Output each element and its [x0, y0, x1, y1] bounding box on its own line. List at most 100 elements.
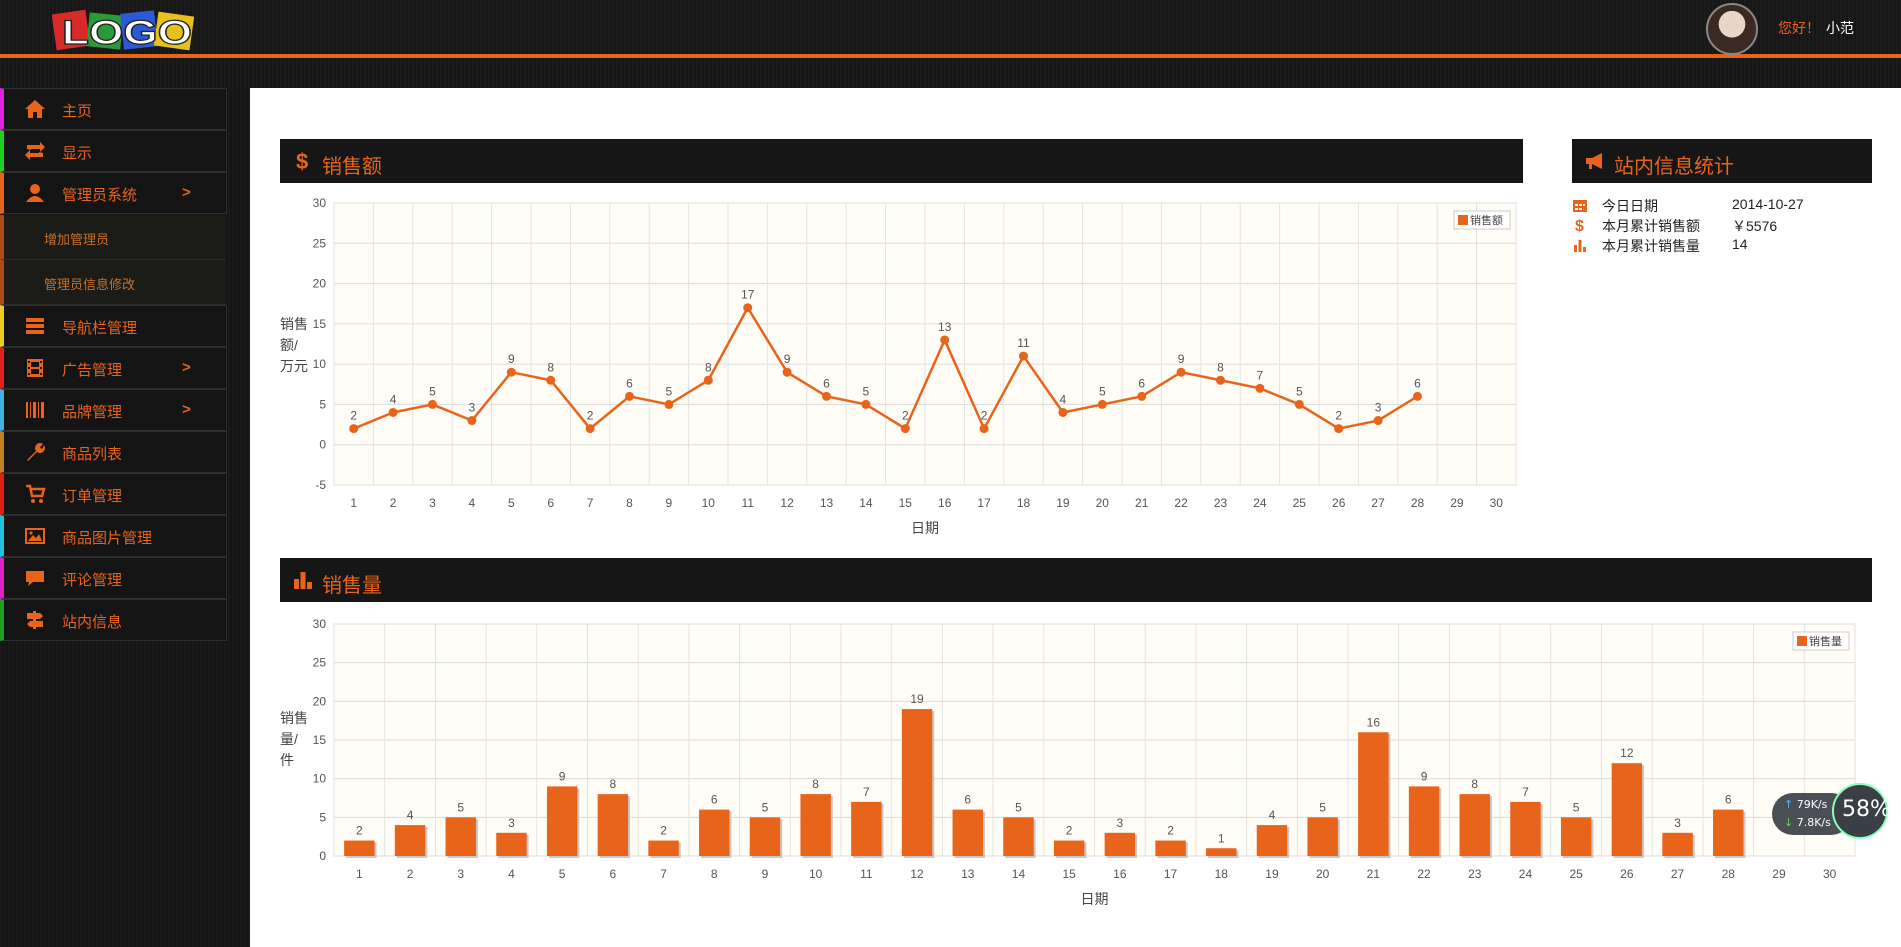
info-label: 今日日期 — [1602, 198, 1658, 214]
sidebar-item-label: 显示 — [62, 145, 93, 162]
data-label: 1 — [1218, 831, 1225, 845]
data-label: 5 — [1296, 384, 1303, 398]
sidebar-subitem-add-admin[interactable]: 增加管理员 — [0, 215, 226, 260]
data-point — [1097, 399, 1107, 409]
top-bar: LOGO 您好！ 小范 — [0, 0, 1901, 58]
bar — [1408, 786, 1440, 856]
usage-percent: 58% — [1842, 797, 1891, 822]
y-tick-label: 15 — [313, 733, 327, 747]
sidebar-item-nav-management[interactable]: 导航栏管理 — [0, 305, 227, 347]
bar — [597, 794, 629, 856]
bar-chart-icon — [294, 572, 312, 589]
sidebar-item-brands[interactable]: 品牌管理 > — [0, 389, 227, 431]
data-label: 5 — [863, 384, 870, 398]
data-label: 4 — [390, 392, 397, 406]
sales-panel-title: 销售额 — [322, 156, 382, 178]
data-point — [1373, 416, 1383, 426]
x-tick-label: 9 — [762, 867, 769, 881]
sidebar-subitem-edit-admin[interactable]: 管理员信息修改 — [0, 260, 226, 305]
x-tick-label: 11 — [860, 867, 873, 881]
bar — [344, 840, 375, 856]
sidebar-item-product-images[interactable]: 商品图片管理 — [0, 515, 227, 557]
sidebar-item-site-info[interactable]: 站内信息 — [0, 599, 227, 641]
data-label: 5 — [1099, 384, 1106, 398]
avatar[interactable] — [1706, 3, 1758, 55]
data-point — [349, 424, 359, 434]
sidebar-item-display[interactable]: 显示 — [0, 130, 227, 172]
sidebar-item-ads[interactable]: 广告管理 > — [0, 347, 227, 389]
sidebar-subitem-label: 增加管理员 — [44, 232, 110, 247]
bar-chart-icon — [1574, 240, 1586, 252]
info-value: 2014-10-27 — [1732, 196, 1804, 212]
x-tick-label: 4 — [469, 496, 476, 510]
data-label: 9 — [1421, 769, 1428, 783]
info-label: 本月累计销售额 — [1602, 218, 1700, 234]
y-tick-label: 0 — [319, 438, 326, 452]
data-label: 5 — [429, 384, 436, 398]
y-axis-label: 销售 — [280, 316, 308, 332]
x-tick-label: 5 — [559, 867, 566, 881]
x-tick-label: 14 — [1012, 867, 1026, 881]
sidebar-item-label: 导航栏管理 — [62, 320, 138, 337]
data-point — [388, 407, 398, 417]
y-axis-label: 额/ — [280, 337, 298, 353]
data-label: 6 — [711, 793, 718, 807]
x-tick-label: 17 — [1164, 867, 1178, 881]
data-label: 3 — [1674, 816, 1681, 830]
dollar-icon: $ — [1575, 218, 1584, 233]
x-tick-label: 6 — [547, 496, 554, 510]
data-label: 9 — [1178, 352, 1185, 366]
series-line — [353, 305, 1419, 432]
data-label: 6 — [1725, 793, 1732, 807]
sales-panel-header: $ 销售额 — [280, 139, 1523, 183]
data-point — [1137, 391, 1147, 401]
sidebar-item-admin-system[interactable]: 管理员系统 > — [0, 172, 227, 214]
data-label: 13 — [938, 320, 952, 334]
network-speed-widget[interactable]: ↑ 79K/s ↓ 7.8K/s 58% — [1772, 783, 1892, 839]
sidebar-item-products[interactable]: 商品列表 — [0, 431, 227, 473]
x-tick-label: 7 — [587, 496, 594, 510]
x-tick-label: 27 — [1371, 496, 1385, 510]
expand-arrow: > — [182, 184, 191, 201]
x-tick-label: 1 — [356, 867, 363, 881]
data-label: 8 — [610, 777, 617, 791]
bar — [952, 809, 983, 856]
sidebar-item-orders[interactable]: 订单管理 — [0, 473, 227, 515]
bar — [1713, 809, 1744, 856]
data-point — [940, 335, 950, 345]
repeat-icon — [25, 142, 45, 160]
y-axis-label: 销售 — [280, 710, 308, 726]
bar — [1358, 732, 1389, 856]
x-tick-label: 26 — [1332, 496, 1346, 510]
info-panel-header: 站内信息统计 — [1572, 139, 1872, 183]
data-label: 4 — [407, 808, 414, 822]
data-label: 8 — [812, 777, 819, 791]
sidebar-item-comments[interactable]: 评论管理 — [0, 557, 227, 599]
data-point — [822, 391, 831, 401]
x-tick-label: 29 — [1772, 867, 1786, 881]
x-tick-label: 3 — [457, 867, 464, 881]
sidebar-item-home[interactable]: 主页 — [0, 88, 227, 130]
data-point — [900, 424, 910, 434]
dollar-icon: $ — [296, 150, 308, 172]
data-label: 3 — [508, 816, 515, 830]
logo[interactable]: LOGO — [51, 6, 202, 53]
username[interactable]: 小范 — [1826, 20, 1854, 36]
data-point — [625, 391, 634, 401]
download-speed: ↓ 7.8K/s — [1784, 816, 1831, 829]
sidebar-item-label: 主页 — [62, 103, 93, 120]
bar — [648, 840, 679, 856]
x-tick-label: 13 — [820, 496, 834, 510]
bar — [1003, 817, 1034, 856]
x-tick-label: 26 — [1620, 867, 1634, 881]
sidebar-item-label: 订单管理 — [62, 488, 123, 505]
data-label: 4 — [1269, 808, 1276, 822]
x-tick-label: 6 — [610, 867, 617, 881]
bar — [1510, 801, 1541, 856]
data-label: 11 — [1017, 336, 1030, 350]
data-point — [1294, 399, 1304, 409]
x-tick-label: 24 — [1253, 496, 1267, 510]
bar — [1256, 825, 1288, 856]
y-axis-label: 件 — [280, 752, 294, 768]
data-point — [743, 303, 753, 313]
